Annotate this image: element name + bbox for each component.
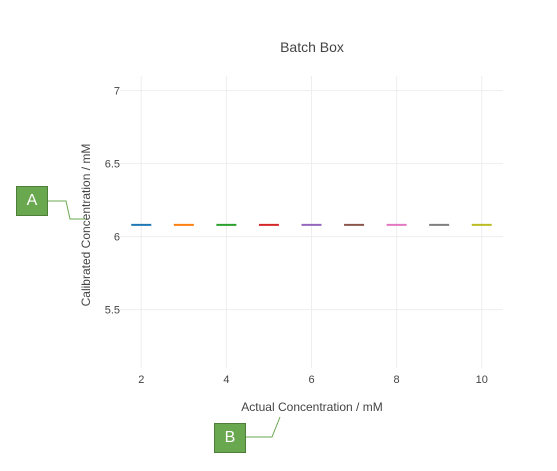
tick-labels: 2 4 6 8 10 5.5 6 6.5 7: [105, 86, 488, 386]
x-tick-label: 6: [308, 374, 314, 386]
y-tick-label: 6.5: [105, 159, 120, 171]
grid: [120, 76, 503, 368]
x-axis-label: Actual Concentration / mM: [241, 400, 382, 414]
chart-title: Batch Box: [280, 39, 344, 55]
y-tick-label: 7: [114, 86, 120, 98]
x-tick-label: 4: [223, 374, 229, 386]
y-tick-label: 6: [114, 232, 120, 244]
x-tick-label: 2: [138, 374, 144, 386]
callout-a: A: [16, 186, 48, 216]
x-tick-label: 10: [476, 374, 488, 386]
y-axis-label: Calibrated Concentration / mM: [79, 144, 93, 307]
y-tick-label: 5.5: [105, 305, 120, 317]
x-tick-label: 8: [394, 374, 400, 386]
callout-b: B: [214, 423, 246, 453]
